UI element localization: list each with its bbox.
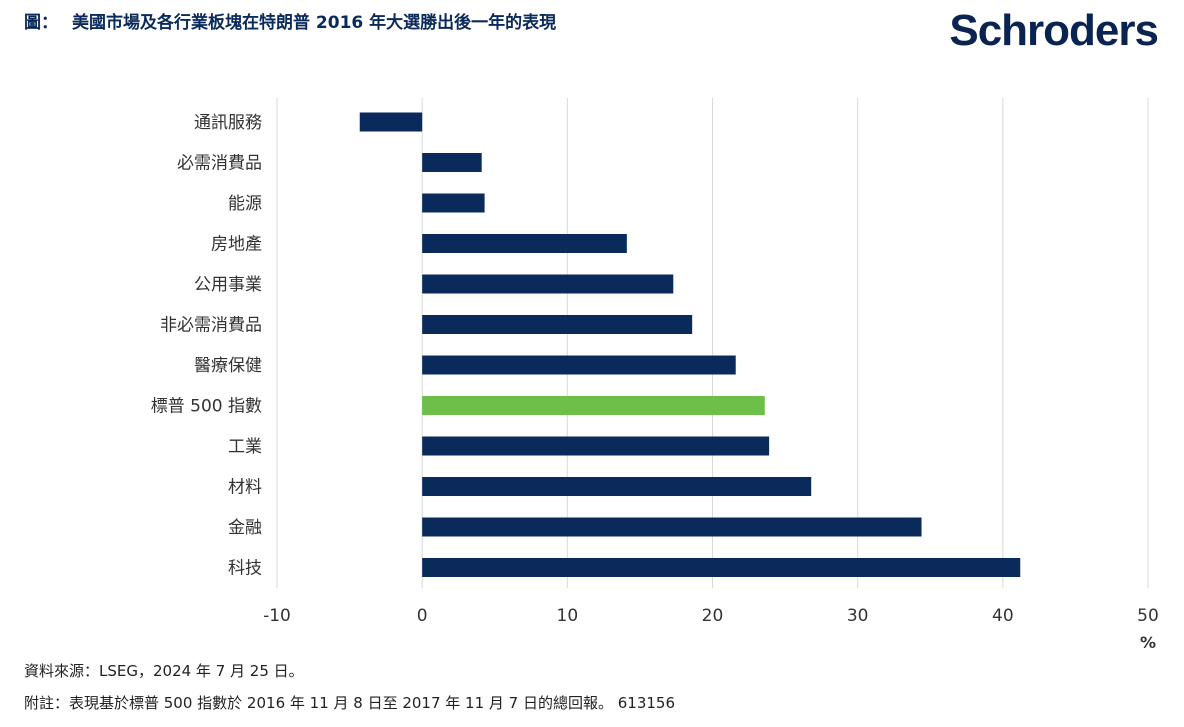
bar [422,153,482,172]
category-label: 工業 [228,437,262,457]
bar [359,112,423,132]
category-label: 通訊服務 [194,113,262,133]
x-tick-label: 20 [702,606,724,626]
x-tick-label: 40 [992,606,1014,626]
bar [422,274,674,294]
title-text: 美國市場及各行業板塊在特朗普 2016 年大選勝出後一年的表現 [72,13,557,33]
category-label: 金融 [228,518,262,538]
title-prefix: 圖： [24,13,58,33]
category-label: 能源 [228,194,262,214]
x-tick-label: 10 [557,606,579,626]
bar [422,517,922,537]
x-tick-label: 50 [1137,606,1159,626]
source-note: 資料來源：LSEG，2024 年 7 月 25 日。 [24,662,304,680]
schroders-logo: Schroders [949,6,1159,55]
category-label: 標普 500 指數 [151,397,262,417]
footnote: 附註：表現基於標普 500 指數於 2016 年 11 月 8 日至 2017 … [24,694,676,712]
x-tick-label: 30 [847,606,869,626]
bar [422,234,627,253]
x-unit-label: % [1140,633,1156,652]
category-label: 非必需消費品 [160,316,262,336]
category-label: 材料 [228,478,262,498]
bar [422,477,812,496]
bar [422,558,1021,577]
category-label: 必需消費品 [177,154,262,174]
bar [422,315,693,334]
bar [422,193,485,213]
bar-highlight [422,396,765,415]
x-tick-label: -10 [263,606,291,626]
bar [422,355,736,375]
category-label: 科技 [228,559,262,579]
chart-title: 圖： 美國市場及各行業板塊在特朗普 2016 年大選勝出後一年的表現 [24,8,556,33]
category-label: 醫療保健 [194,356,262,376]
bar [422,436,770,456]
category-label: 房地產 [211,235,262,255]
x-tick-label: 0 [417,606,428,626]
category-label: 公用事業 [194,275,262,295]
